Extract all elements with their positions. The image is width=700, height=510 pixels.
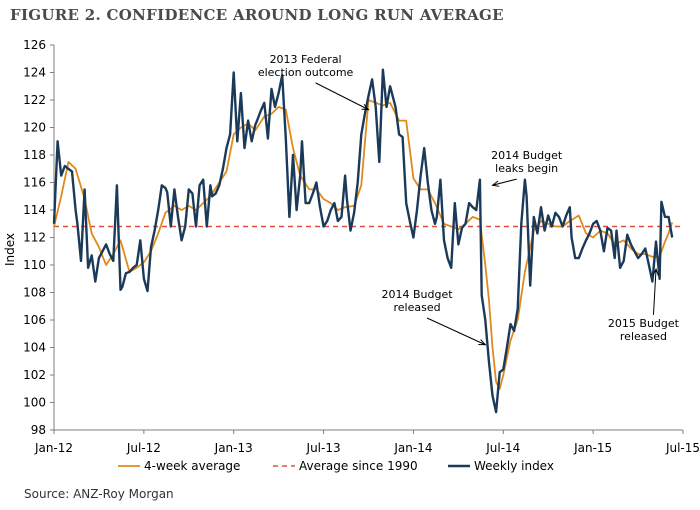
y-tick-label: 120 bbox=[23, 121, 46, 135]
y-tick-label: 116 bbox=[23, 176, 46, 190]
annotation-arrowhead bbox=[491, 180, 500, 187]
annotation-text: 2015 Budget bbox=[608, 317, 680, 330]
y-tick-label: 112 bbox=[23, 231, 46, 245]
y-tick-label: 100 bbox=[23, 396, 46, 410]
annotation-arrowhead bbox=[361, 103, 370, 111]
chart-title: FIGURE 2. CONFIDENCE AROUND LONG RUN AVE… bbox=[10, 6, 504, 24]
x-tick-label: Jan-13 bbox=[214, 441, 253, 455]
annotation-text: 2014 Budget bbox=[381, 288, 453, 301]
x-tick-label: Jul-15 bbox=[665, 441, 700, 455]
y-axis-label: Index bbox=[3, 233, 17, 266]
y-tick-label: 118 bbox=[23, 148, 46, 162]
y-tick-label: 126 bbox=[23, 38, 46, 52]
annotation-text: leaks begin bbox=[495, 162, 558, 175]
x-tick-label: Jan-12 bbox=[34, 441, 73, 455]
annotation-text: released bbox=[620, 330, 667, 343]
y-tick-label: 114 bbox=[23, 203, 46, 217]
y-tick-label: 124 bbox=[23, 66, 46, 80]
annotation-arrow bbox=[652, 269, 657, 315]
legend-label: Average since 1990 bbox=[299, 459, 418, 473]
y-tick-label: 104 bbox=[23, 341, 46, 355]
annotation-arrow bbox=[492, 178, 517, 186]
x-tick-label: Jan-15 bbox=[573, 441, 612, 455]
x-tick-label: Jul-13 bbox=[306, 441, 341, 455]
annotation-text: 2013 Federal bbox=[270, 53, 342, 66]
y-tick-label: 106 bbox=[23, 313, 46, 327]
annotation-arrowhead bbox=[478, 339, 487, 346]
series-4-week-average bbox=[53, 99, 674, 390]
axes: 98 100 102 104 106 108 110 112 114 116 118 120 122 12… bbox=[3, 38, 700, 455]
series-weekly-index bbox=[52, 68, 674, 414]
y-tick-label: 122 bbox=[23, 93, 46, 107]
y-tick-label: 110 bbox=[23, 258, 46, 272]
annotation-arrow bbox=[315, 82, 369, 111]
annotation-text: 2014 Budget bbox=[491, 149, 563, 162]
y-tick-label: 98 bbox=[31, 423, 46, 437]
y-tick-label: 102 bbox=[23, 368, 46, 382]
annotation-text: election outcome bbox=[258, 66, 354, 79]
plot-area bbox=[52, 68, 681, 414]
y-tick-label: 108 bbox=[23, 286, 46, 300]
x-tick-label: Jul-14 bbox=[485, 441, 520, 455]
legend: 4-week average Average since 1990 Weekly i… bbox=[118, 459, 554, 473]
annotation-arrow bbox=[426, 317, 486, 346]
legend-label: 4-week average bbox=[144, 459, 240, 473]
source-note: Source: ANZ-Roy Morgan bbox=[24, 487, 174, 501]
x-tick-label: Jan-14 bbox=[393, 441, 432, 455]
x-tick-label: Jul-12 bbox=[126, 441, 161, 455]
legend-label: Weekly index bbox=[474, 459, 554, 473]
annotation-text: released bbox=[393, 301, 440, 314]
annotation-arrowhead bbox=[652, 267, 659, 276]
